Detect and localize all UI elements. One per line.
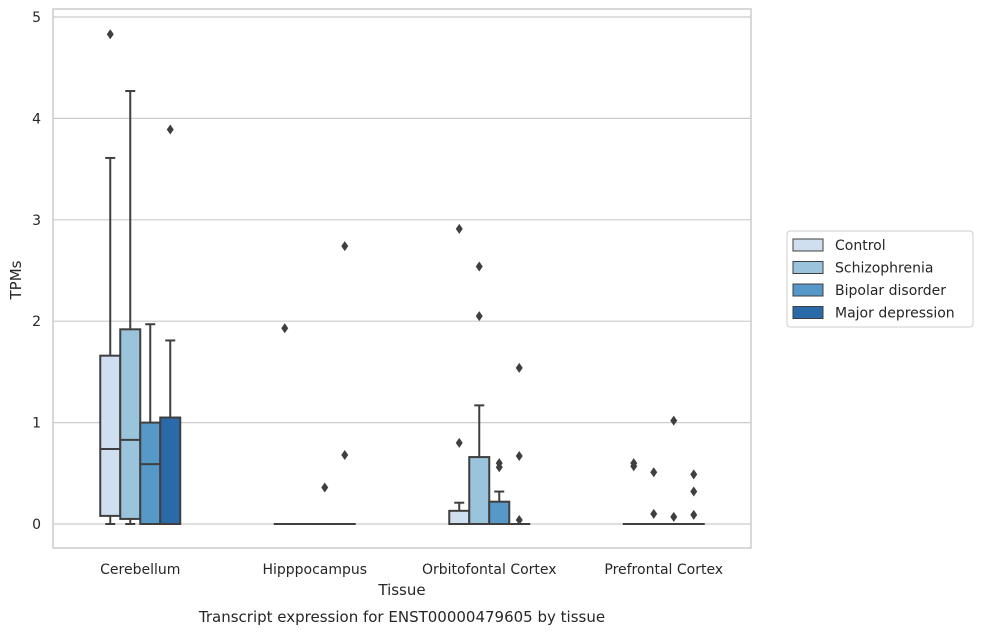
outlier-point [690,486,698,497]
outlier-point [341,450,349,461]
box-bipolar-disorder [662,415,685,526]
outlier-point [630,461,638,472]
legend-label: Major depression [835,306,955,322]
box-iqr [488,500,511,525]
box-iqr [159,416,182,525]
x-axis-title: Tissue [377,581,425,599]
x-tick-label: Orbitofontal Cortex [422,562,557,578]
y-tick-label: 2 [32,314,41,330]
outlier-point [515,514,523,525]
outlier-point [475,261,483,272]
y-tick-label: 0 [32,517,41,533]
outlier-point [670,415,678,426]
box-control [273,323,296,526]
box-major-depression [508,362,531,526]
y-tick-label: 5 [32,10,41,26]
outlier-point [650,508,658,519]
legend-swatch [792,283,824,297]
legend-swatch [792,306,824,319]
x-tick-label: Cerebellum [100,562,180,578]
box-schizophrenia [119,90,142,525]
box-iqr [448,509,471,525]
outlier-point [515,451,523,462]
box-iqr [139,421,162,526]
y-axis-title: TPMs [7,260,25,300]
x-tick-label: Hipppocampus [262,562,367,578]
outlier-point [321,482,329,493]
legend-swatch [792,261,824,274]
outlier-point [690,469,698,480]
box-major-depression [682,469,705,526]
outlier-point [106,29,114,40]
legend: Control Schizophrenia Bipolar disorder Majo… [786,230,974,328]
box-bipolar-disorder [313,482,336,526]
box-control [448,223,471,525]
legend-label: Control [835,238,886,254]
box-iqr [99,354,122,517]
box-schizophrenia [468,261,491,525]
box-schizophrenia [642,467,665,526]
outlier-point [166,124,174,135]
x-axis-ticks: Cerebellum Hipppocampus Orbitofontal Corte… [100,562,723,578]
box-major-depression [333,241,356,526]
outlier-point [515,362,523,373]
outlier-point [455,223,463,234]
box-iqr [119,328,142,520]
legend-label: Bipolar disorder [835,283,946,299]
box-iqr [468,456,491,525]
outlier-point [455,437,463,448]
x-tick-label: Prefrontal Cortex [604,562,723,578]
outlier-point [670,511,678,522]
box-control [622,458,645,526]
y-tick-label: 1 [32,416,41,432]
outlier-point [341,241,349,252]
box-major-depression [159,124,182,525]
box-control [99,29,122,525]
box-bipolar-disorder [488,458,511,525]
chart-caption: Transcript expression for ENST0000047960… [198,608,605,626]
y-axis-ticks: 0 1 2 3 4 5 [32,10,41,533]
box-plot-boxes [99,29,705,526]
y-tick-label: 3 [32,213,41,229]
outlier-point [495,462,503,473]
legend-label: Schizophrenia [835,261,933,277]
outlier-point [281,323,289,334]
outlier-point [650,467,658,478]
box-bipolar-disorder [139,323,162,526]
legend-swatch [792,238,824,252]
outlier-point [475,311,483,322]
plot-frame [52,8,752,549]
y-tick-label: 4 [32,111,41,127]
legend-frame [786,230,974,328]
outlier-point [690,509,698,520]
